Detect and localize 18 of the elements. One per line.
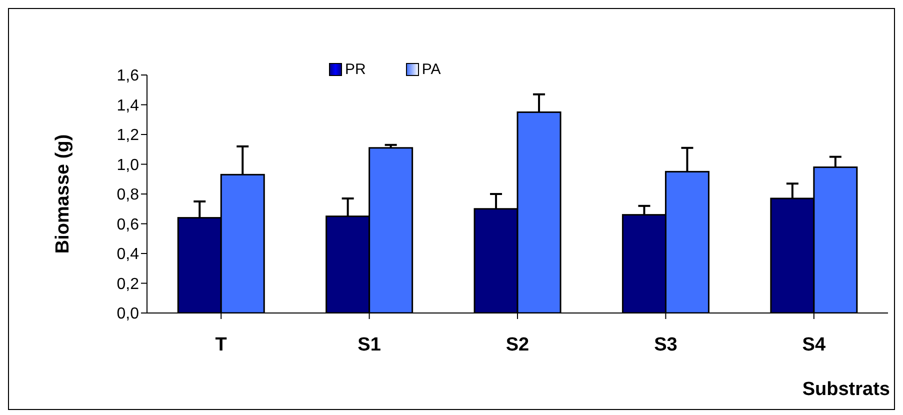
x-axis-title: Substrats	[802, 379, 890, 401]
y-tick-label: 0,2	[116, 276, 140, 293]
y-tick-label: 0,6	[116, 216, 140, 234]
legend-label: PA	[422, 61, 441, 78]
y-tick-label: 0,4	[116, 246, 140, 264]
y-tick-label: 0,8	[116, 186, 140, 204]
y-axis-title: Biomasse (g)	[52, 134, 74, 254]
x-tick-label: S3	[654, 334, 678, 356]
y-tick-label: 0,0	[116, 306, 140, 323]
y-tick-label: 1,2	[116, 127, 140, 144]
x-tick-label: S1	[358, 334, 382, 356]
y-tick-label: 1,6	[116, 68, 140, 85]
x-tick-label: S2	[506, 334, 530, 356]
y-tick-label: 1,4	[116, 97, 140, 114]
x-tick-label: T	[215, 334, 228, 356]
y-tick-label: 1,0	[116, 156, 140, 174]
legend-label: PR	[345, 61, 366, 78]
x-tick-label: S4	[802, 334, 826, 356]
